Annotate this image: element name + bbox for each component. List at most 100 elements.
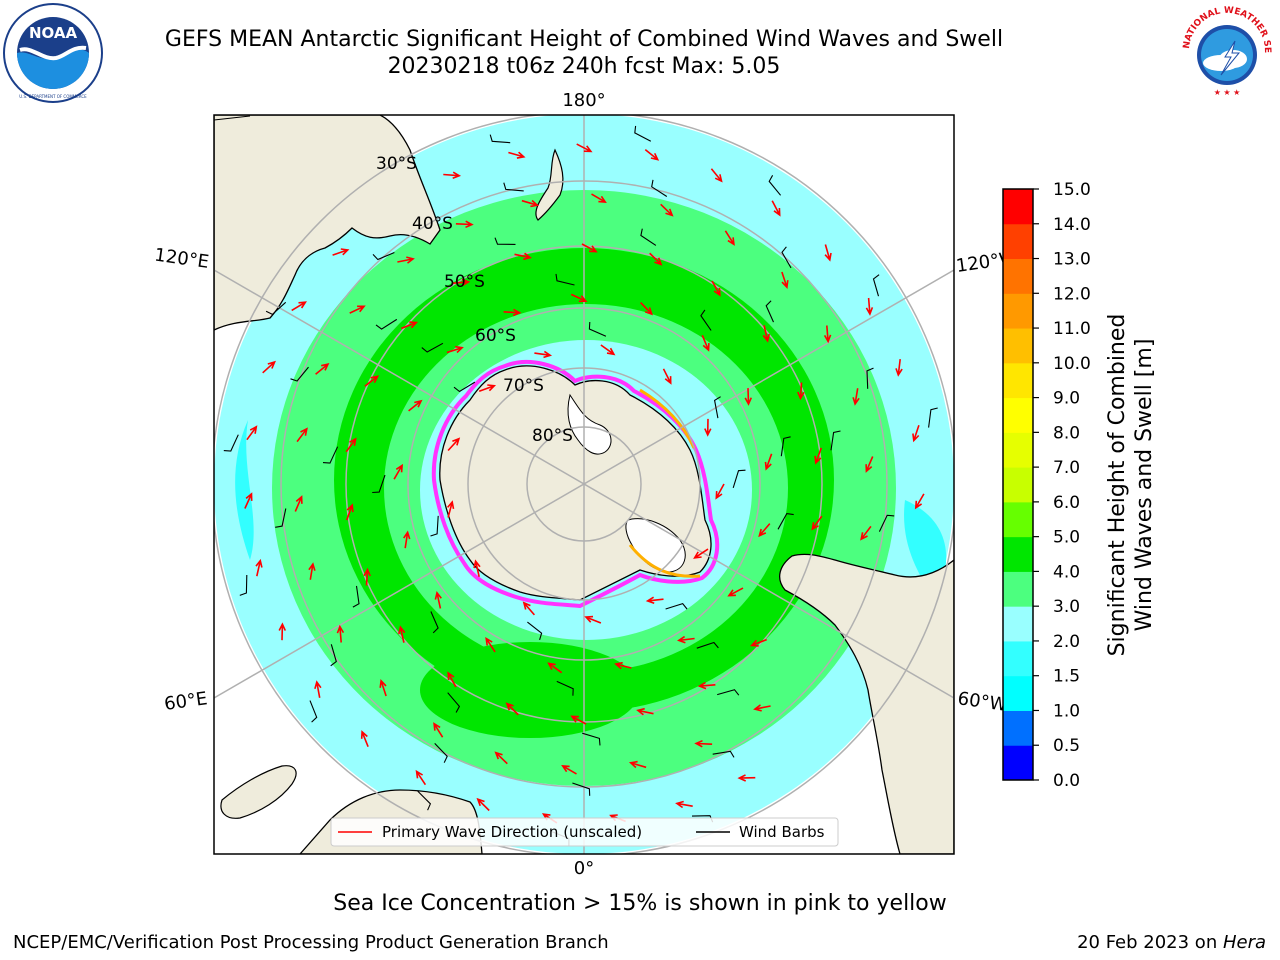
footer-date: 20 Feb 2023 on Hera: [1077, 932, 1266, 953]
wave-direction-arrow: [762, 325, 770, 343]
wind-barb: [582, 732, 601, 746]
wave-direction-arrow: [447, 671, 457, 688]
wave-direction-arrow: [434, 590, 442, 609]
wave-direction-arrow: [522, 601, 536, 616]
colorbar-box: [1003, 675, 1033, 711]
sea-ice-caption: Sea Ice Concentration > 15% is shown in …: [333, 891, 947, 916]
wave-direction-arrow: [443, 171, 462, 179]
wind-barb: [421, 342, 444, 353]
wave-direction-arrow: [811, 515, 823, 531]
wave-direction-arrow: [711, 280, 721, 297]
wave-direction-arrow: [360, 730, 369, 747]
colorbar-frame: [1002, 188, 1034, 781]
wave-direction-arrow: [345, 437, 357, 453]
wave-band-1p5to2m-west: [235, 420, 254, 560]
lat-label-70: 70°S: [503, 376, 544, 396]
wind-barb: [712, 750, 735, 758]
wave-direction-arrow: [446, 500, 455, 518]
wind-barb: [777, 513, 794, 530]
colorbar-box: [1003, 467, 1033, 503]
wind-barb: [634, 125, 652, 142]
wave-direction-arrow: [452, 278, 471, 287]
wave-direction-arrow: [415, 769, 427, 786]
colorbar-tick-label: 7.0: [1053, 458, 1080, 478]
colorbar-box: [1003, 293, 1033, 329]
wave-direction-arrow: [644, 148, 660, 161]
wave-direction-arrow: [645, 596, 664, 605]
colorbar-box: [1003, 536, 1033, 572]
colorbar-box: [1003, 258, 1033, 294]
wave-direction-arrow: [694, 739, 713, 748]
meridian-60e-120w: [214, 269, 954, 699]
wave-direction-arrow: [345, 503, 354, 521]
wind-barb: [717, 689, 740, 696]
chart-title: GEFS MEAN Antarctic Significant Height o…: [164, 27, 1004, 52]
wave-direction-arrow: [336, 624, 345, 643]
wave-direction-arrow: [727, 587, 744, 597]
wave-direction-arrow: [724, 230, 735, 246]
colorbar-tick-label: 0.5: [1053, 736, 1080, 756]
wind-barb: [290, 366, 309, 382]
wind-barb: [527, 621, 543, 641]
colorbar-box: [1003, 710, 1033, 746]
colorbar-box: [1003, 432, 1033, 468]
wind-barb: [330, 644, 337, 667]
wave-direction-arrow: [737, 774, 756, 782]
wave-direction-arrow: [636, 707, 654, 716]
wave-direction-arrow: [865, 456, 874, 473]
wave-direction-arrow: [393, 463, 404, 480]
wave-direction-arrow: [397, 256, 415, 264]
wind-barb: [239, 574, 248, 596]
colorbar-tick-label: 11.0: [1053, 319, 1091, 339]
wind-barb: [309, 700, 318, 723]
wave-direction-arrow: [797, 382, 805, 401]
wind-barb: [265, 301, 287, 316]
wind-barb: [489, 134, 511, 144]
noaa-logo: NOAA U.S. DEPARTMENT OF COMMERCE: [3, 3, 103, 103]
wind-barb: [878, 514, 895, 532]
wave-direction-arrow: [255, 558, 263, 577]
colorbar-tick-label: 1.0: [1053, 701, 1080, 721]
wave-direction-arrow: [401, 321, 419, 330]
wind-barb: [713, 396, 721, 419]
wave-direction-arrow: [403, 530, 411, 549]
wind-barb: [430, 611, 439, 634]
colorbar-tick-label: 15.0: [1053, 180, 1091, 200]
wave-direction-arrow: [693, 548, 709, 559]
wave-direction-arrow: [478, 384, 497, 392]
wind-barb: [588, 321, 607, 337]
wave-direction-arrow: [398, 625, 406, 643]
colorbar-box: [1003, 571, 1033, 607]
wave-direction-arrow: [308, 562, 316, 580]
wind-barb: [732, 469, 746, 489]
colorbar-tick-label: 0.0: [1053, 771, 1080, 791]
wind-barb: [780, 436, 791, 457]
colorbar-box: [1003, 606, 1033, 642]
wave-direction-arrow: [503, 308, 522, 317]
footer-host: Hera: [1222, 932, 1266, 953]
footer-branch: NCEP/EMC/Verification Post Processing Pr…: [13, 932, 609, 953]
lat-label-30: 30°S: [376, 154, 417, 174]
wave-direction-arrow: [697, 681, 716, 690]
wave-direction-arrow: [753, 704, 771, 712]
wave-direction-arrow: [914, 493, 925, 510]
colorbar-ticks: 0.0 0.5 1.0 1.5 2.0 3.0 4.0 5.0 6.0 7.0 8.0 9.0 10.0…: [1033, 180, 1091, 791]
wave-direction-arrow: [660, 203, 674, 217]
colorbar-tick-label: 10.0: [1053, 354, 1091, 374]
wave-band-4to5m-south: [420, 642, 640, 738]
wind-barb: [665, 602, 688, 610]
wind-barb: [928, 407, 938, 428]
wave-direction-arrow: [814, 447, 823, 465]
wind-barb: [572, 782, 591, 796]
wave-direction-arrow: [349, 305, 366, 314]
wave-direction-arrow: [649, 252, 663, 266]
wave-direction-arrow: [701, 334, 710, 352]
lat-label-80: 80°S: [532, 426, 573, 446]
wave-direction-arrow: [408, 399, 423, 412]
wave-direction-arrow: [764, 453, 773, 471]
wave-direction-arrow: [576, 143, 593, 153]
lat-label-60: 60°S: [475, 326, 516, 346]
colorbar-tick-label: 12.0: [1053, 284, 1091, 304]
wave-direction-arrow: [332, 248, 350, 256]
